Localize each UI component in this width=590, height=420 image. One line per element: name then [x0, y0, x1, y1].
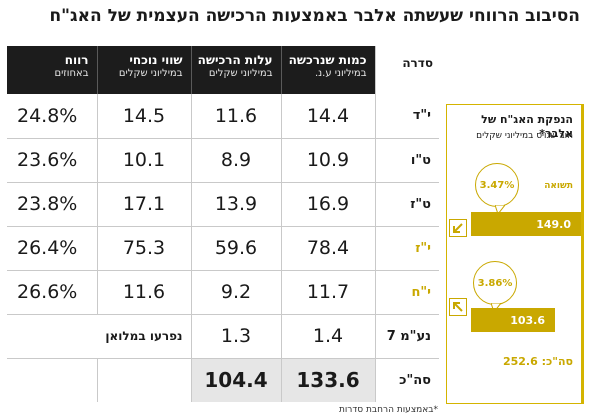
- repaid-note: נפרעו במלואן: [7, 314, 191, 359]
- total-cost-cell: 104.4: [190, 358, 281, 402]
- cost-cell: 1.3: [190, 314, 281, 359]
- bond-issuance-panel: הנפקת האג"ח של אלבר* חוב שגויס במיליוני …: [446, 104, 584, 404]
- qty-column-header: כמות שנרכשה במיליוני ע.נ.: [280, 46, 375, 94]
- qty-cell: 78.4: [280, 226, 375, 271]
- series-label: י"ז: [374, 226, 439, 271]
- cost-cell: 13.9: [190, 182, 281, 227]
- series-label: ט"ז: [374, 182, 439, 227]
- series-column-header: סדרה: [374, 46, 439, 94]
- qty-cell: 11.7: [280, 270, 375, 315]
- value-cell: 17.1: [96, 182, 191, 227]
- cost-cell: 9.2: [190, 270, 281, 315]
- bubble-pointer-icon: [495, 205, 505, 214]
- table-row: י"ח 11.7 9.2 11.6 26.6%: [7, 270, 439, 315]
- profit-cell: 23.8%: [7, 182, 97, 227]
- series-label: ט"ו: [374, 138, 439, 183]
- table-header-row: סדרה כמות שנרכשה במיליוני ע.נ. עלות הרכיש…: [7, 46, 439, 94]
- series-label: י"ד: [374, 94, 439, 139]
- value-cell: 75.3: [96, 226, 191, 271]
- cost-cell: 59.6: [190, 226, 281, 271]
- series-label: י"ח: [374, 270, 439, 315]
- value-cell: 10.1: [96, 138, 191, 183]
- total-row: סה"כ 133.6 104.4: [7, 358, 439, 402]
- qty-cell: 16.9: [280, 182, 375, 227]
- bond-buyback-table: סדרה כמות שנרכשה במיליוני ע.נ. עלות הרכיש…: [7, 46, 439, 402]
- panel-title: הנפקת האג"ח של אלבר*: [481, 113, 573, 140]
- table-row: י"ז 78.4 59.6 75.3 26.4%: [7, 226, 439, 271]
- profit-cell: 24.8%: [7, 94, 97, 139]
- cost-cell: 11.6: [190, 94, 281, 139]
- profit-cell: 23.6%: [7, 138, 97, 183]
- value-cell: 11.6: [96, 270, 191, 315]
- footnote: *באמצעות הרחבת סדרות: [338, 405, 438, 415]
- table-row: ט"ז 16.9 13.9 17.1 23.8%: [7, 182, 439, 227]
- return-label: תשואה: [544, 181, 573, 191]
- panel-subtitle: חוב שגויס במיליוני שקלים: [476, 131, 573, 141]
- qty-cell: 1.4: [280, 314, 375, 359]
- value-column-header: שווי נוכחי במיליוני שקלים: [96, 46, 191, 94]
- table-row: ט"ו 10.9 8.9 10.1 23.6%: [7, 138, 439, 183]
- table-row: נע"מ 7 1.4 1.3 נפרעו במלואן: [7, 314, 439, 359]
- total-label: סה"כ: [374, 358, 439, 402]
- value-cell: 14.5: [96, 94, 191, 139]
- series-label: נע"מ 7: [374, 314, 439, 359]
- arrow-down-left-icon: [449, 219, 467, 237]
- empty-cell: [7, 358, 97, 402]
- qty-cell: 14.4: [280, 94, 375, 139]
- issuance-bar-2: 103.6: [471, 308, 555, 332]
- issuance-total: סה"כ: 252.6: [502, 355, 573, 368]
- yield-bubble-2: 3.86%: [473, 261, 517, 305]
- cost-cell: 8.9: [190, 138, 281, 183]
- table-row: י"ד 14.4 11.6 14.5 24.8%: [7, 94, 439, 139]
- total-qty-cell: 133.6: [280, 358, 375, 402]
- cost-column-header: עלות הרכישה במיליוני שקלים: [190, 46, 281, 94]
- page-title: הסיבוב הרווחי שעשתה אלבר באמצעות הרכישה …: [49, 6, 580, 26]
- issuance-bar-1: 149.0: [471, 212, 581, 236]
- qty-cell: 10.9: [280, 138, 375, 183]
- profit-cell: 26.6%: [7, 270, 97, 315]
- profit-column-header: רווח באחוזים: [7, 46, 97, 94]
- yield-bubble-1: 3.47%: [475, 163, 519, 207]
- profit-cell: 26.4%: [7, 226, 97, 271]
- arrow-up-left-icon: [449, 298, 467, 316]
- empty-cell: [96, 358, 191, 402]
